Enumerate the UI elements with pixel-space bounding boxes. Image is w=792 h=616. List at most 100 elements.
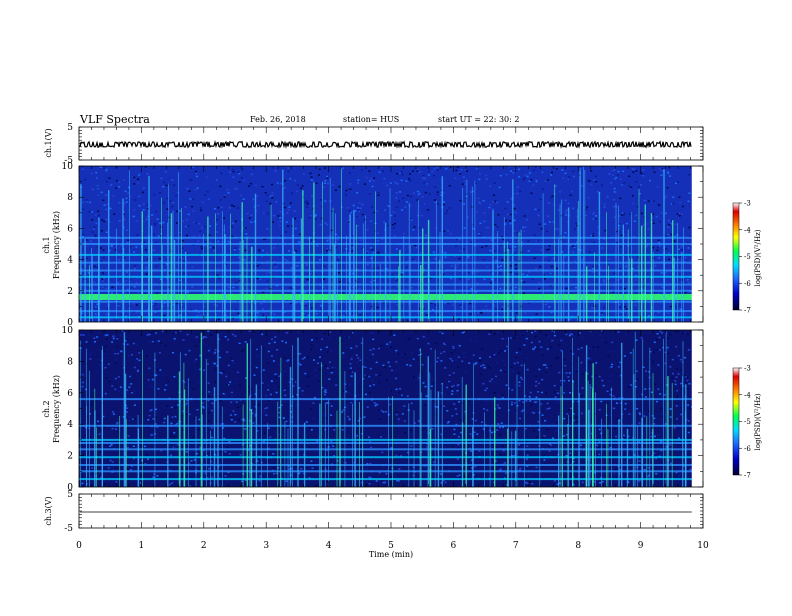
noise-cell (627, 435, 630, 438)
noise-cell (294, 394, 297, 397)
noise-cell (454, 177, 457, 179)
noise-cell (105, 168, 108, 171)
noise-cell (304, 372, 307, 375)
noise-cell (222, 393, 225, 395)
noise-cell (449, 166, 452, 169)
noise-cell (196, 175, 198, 178)
noise-cell (634, 274, 637, 277)
noise-cell (569, 318, 572, 321)
noise-cell (112, 337, 115, 340)
noise-cell (613, 272, 616, 275)
noise-cell (207, 349, 210, 352)
noise-cell (405, 266, 408, 269)
noise-cell (526, 330, 529, 332)
noise-cell (146, 173, 149, 175)
noise-cell (110, 413, 113, 415)
noise-cell (324, 389, 327, 391)
noise-cell (676, 368, 678, 370)
noise-cell (435, 167, 438, 169)
noise-cell (189, 179, 192, 181)
noise-cell (144, 166, 147, 168)
noise-cell (278, 364, 281, 366)
noise-cell (256, 348, 258, 351)
noise-cell (206, 191, 209, 193)
noise-cell (454, 342, 457, 345)
noise-cell (595, 180, 598, 183)
noise-cell (256, 482, 259, 485)
noise-cell (448, 380, 451, 383)
noise-cell (91, 401, 94, 403)
noise-cell (152, 249, 155, 251)
noise-cell (502, 360, 505, 362)
x-tick-label: 7 (513, 541, 519, 551)
noise-cell (420, 353, 423, 355)
noise-cell (507, 304, 510, 307)
noise-cell (326, 480, 328, 483)
noise-cell (188, 381, 191, 383)
noise-cell (118, 220, 121, 222)
noise-cell (684, 356, 687, 359)
noise-cell (232, 286, 235, 289)
noise-cell (615, 241, 618, 244)
noise-cell (334, 367, 337, 369)
frequency-band (79, 289, 703, 292)
noise-cell (289, 177, 292, 180)
noise-cell (669, 408, 672, 410)
noise-cell (656, 186, 659, 188)
noise-cell (319, 348, 322, 351)
noise-cell (538, 445, 541, 447)
noise-cell (81, 373, 84, 376)
noise-cell (523, 344, 526, 346)
noise-cell (259, 331, 262, 334)
noise-cell (188, 462, 191, 465)
noise-cell (359, 312, 361, 315)
x-tick-label: 8 (575, 541, 581, 551)
noise-cell (493, 392, 496, 395)
noise-cell (383, 221, 386, 223)
noise-cell (463, 227, 466, 229)
noise-cell (372, 180, 375, 182)
noise-cell (615, 435, 618, 438)
noise-cell (463, 248, 466, 250)
noise-cell (371, 185, 374, 188)
noise-cell (448, 207, 451, 209)
noise-cell (619, 469, 622, 471)
noise-cell (375, 480, 378, 482)
noise-cell (261, 333, 264, 336)
noise-cell (636, 466, 639, 469)
noise-cell (201, 337, 204, 339)
noise-cell (284, 394, 287, 397)
noise-cell (314, 468, 317, 471)
noise-cell (534, 330, 537, 332)
noise-cell (628, 175, 631, 177)
noise-cell (119, 277, 122, 279)
noise-cell (592, 235, 595, 237)
noise-cell (632, 202, 635, 205)
noise-cell (666, 346, 669, 349)
noise-cell (541, 391, 544, 394)
noise-cell (403, 420, 406, 422)
noise-cell (307, 281, 310, 284)
noise-cell (580, 395, 583, 397)
noise-cell (368, 192, 371, 195)
noise-cell (405, 201, 408, 203)
noise-cell (290, 378, 293, 380)
noise-cell (588, 251, 591, 253)
noise-cell (125, 229, 128, 231)
noise-cell (398, 367, 401, 369)
noise-cell (540, 249, 543, 251)
noise-cell (459, 419, 462, 421)
noise-cell (491, 201, 494, 203)
noise-cell (565, 287, 568, 290)
noise-cell (428, 355, 431, 357)
noise-cell (326, 175, 329, 178)
noise-cell (316, 313, 318, 315)
frequency-band (79, 294, 703, 300)
noise-cell (312, 402, 315, 404)
noise-cell (351, 272, 354, 275)
noise-cell (99, 166, 102, 168)
noise-cell (231, 293, 234, 295)
noise-cell (683, 374, 686, 377)
noise-cell (597, 191, 599, 193)
noise-cell (91, 211, 94, 213)
